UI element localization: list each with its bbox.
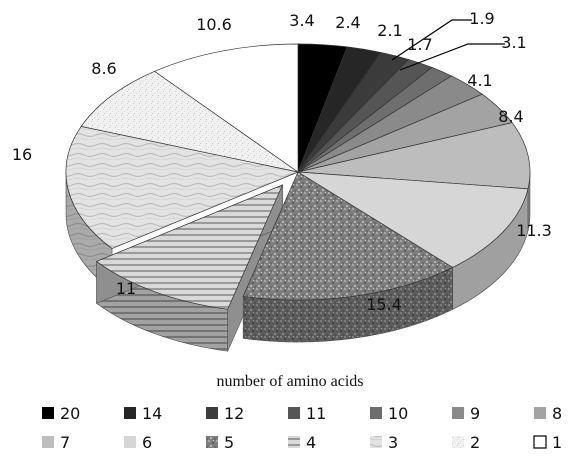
leader-line-9 xyxy=(399,43,505,71)
x-axis-label: number of amino acids xyxy=(216,373,363,390)
slice-value-label-1: 10.6 xyxy=(196,15,232,34)
legend: 20 14 12 11 10 9 8 7 6 5 4 3 2 1 xyxy=(42,404,562,452)
legend-label-11: 11 xyxy=(306,404,326,423)
slice-value-label-9: 3.1 xyxy=(501,33,526,52)
legend-swatch-4 xyxy=(288,436,300,448)
legend-swatch-1 xyxy=(533,435,547,449)
pie-side-shade-6 xyxy=(452,188,528,310)
legend-label-14: 14 xyxy=(142,404,162,423)
slice-value-label-3: 16 xyxy=(12,145,32,164)
slice-value-label-8: 4.1 xyxy=(467,71,492,90)
legend-label-12: 12 xyxy=(224,404,244,423)
legend-swatch-12 xyxy=(206,407,218,419)
slice-value-label-6: 11.3 xyxy=(516,221,552,240)
pie-side-shade-5 xyxy=(243,267,453,342)
pie-labels: 3.4 2.4 2.1 1.9 1.7 3.1 4.1 8.4 11.3 15.4 11 16 8.6 1… xyxy=(12,9,552,314)
legend-label-9: 9 xyxy=(470,404,480,423)
slice-value-label-4: 11 xyxy=(116,279,136,298)
legend-swatch-9 xyxy=(452,407,464,419)
legend-label-10: 10 xyxy=(388,404,408,423)
slice-value-label-20: 3.4 xyxy=(289,11,314,30)
pie-slice-1 xyxy=(153,43,299,173)
pie-slice-4 xyxy=(95,184,284,310)
legend-swatch-6 xyxy=(124,436,136,448)
slice-value-label-12: 2.1 xyxy=(377,21,402,40)
slice-value-label-11: 1.9 xyxy=(469,9,494,28)
slice-value-label-7: 8.4 xyxy=(498,107,523,126)
legend-swatch-20 xyxy=(42,407,54,419)
legend-swatch-11 xyxy=(288,407,300,419)
pie-slice-3 xyxy=(65,125,300,249)
slice-value-label-10: 1.7 xyxy=(407,35,432,54)
slice-value-label-5: 15.4 xyxy=(366,295,402,314)
slice-value-label-2: 8.6 xyxy=(91,59,116,78)
slice-value-label-14: 2.4 xyxy=(335,13,360,32)
legend-label-20: 20 xyxy=(60,404,80,423)
legend-label-8: 8 xyxy=(552,404,562,423)
legend-label-4: 4 xyxy=(306,433,316,452)
legend-swatch-8 xyxy=(534,407,546,419)
legend-label-7: 7 xyxy=(60,433,70,452)
legend-label-6: 6 xyxy=(142,433,152,452)
legend-swatch-14 xyxy=(124,407,136,419)
pie-slice-6 xyxy=(297,171,529,268)
leader-line-11 xyxy=(391,19,472,61)
legend-swatch-2 xyxy=(452,436,464,448)
pie-slice-7 xyxy=(297,122,531,190)
legend-label-3: 3 xyxy=(388,433,398,452)
pie-leaders xyxy=(391,19,505,71)
legend-swatch-10 xyxy=(370,407,382,419)
pie-slice-5 xyxy=(242,171,454,301)
pie-slice-2 xyxy=(80,70,299,173)
legend-swatch-7 xyxy=(42,436,54,448)
legend-swatch-3 xyxy=(370,436,382,448)
legend-label-5: 5 xyxy=(224,433,234,452)
legend-swatch-5 xyxy=(206,436,218,448)
legend-label-2: 2 xyxy=(470,433,480,452)
pie-tops xyxy=(65,43,531,310)
legend-label-1: 1 xyxy=(552,433,562,452)
